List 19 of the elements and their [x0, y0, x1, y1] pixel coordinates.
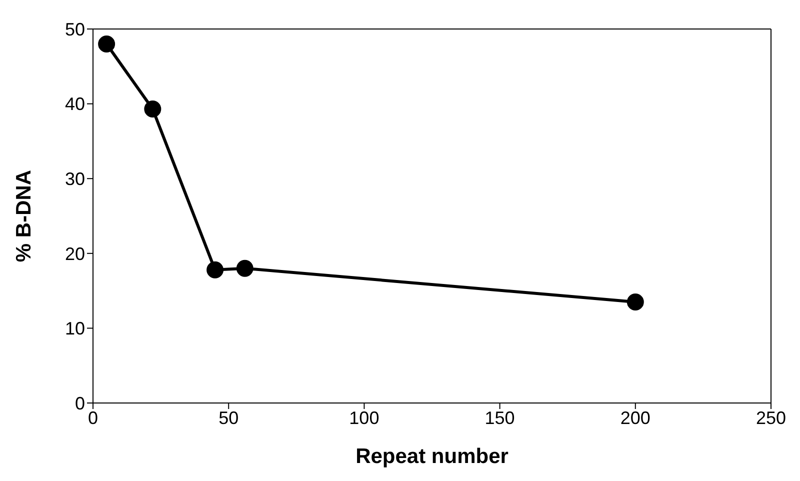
x-tick-label: 0 [88, 408, 98, 428]
x-tick-label: 100 [349, 408, 380, 428]
y-tick-label: 30 [64, 168, 85, 189]
point [98, 35, 116, 52]
point [236, 260, 254, 277]
y-tick-label: 50 [64, 19, 85, 40]
point [144, 100, 162, 118]
x-tick-label: 200 [620, 408, 650, 428]
y-tick-label: 0 [74, 393, 85, 414]
x-tick-label: 50 [218, 408, 239, 428]
y-axis-title: % B-DNA [12, 170, 36, 262]
y-tick-label: 20 [64, 244, 85, 264]
x-tick-label: 250 [756, 408, 786, 428]
point [626, 294, 644, 311]
y-tick-label: 40 [64, 94, 85, 114]
y-tick-label: 10 [64, 318, 85, 339]
x-tick-label: 150 [484, 408, 515, 428]
point [206, 261, 224, 278]
x-axis-title: Repeat number [356, 445, 508, 468]
